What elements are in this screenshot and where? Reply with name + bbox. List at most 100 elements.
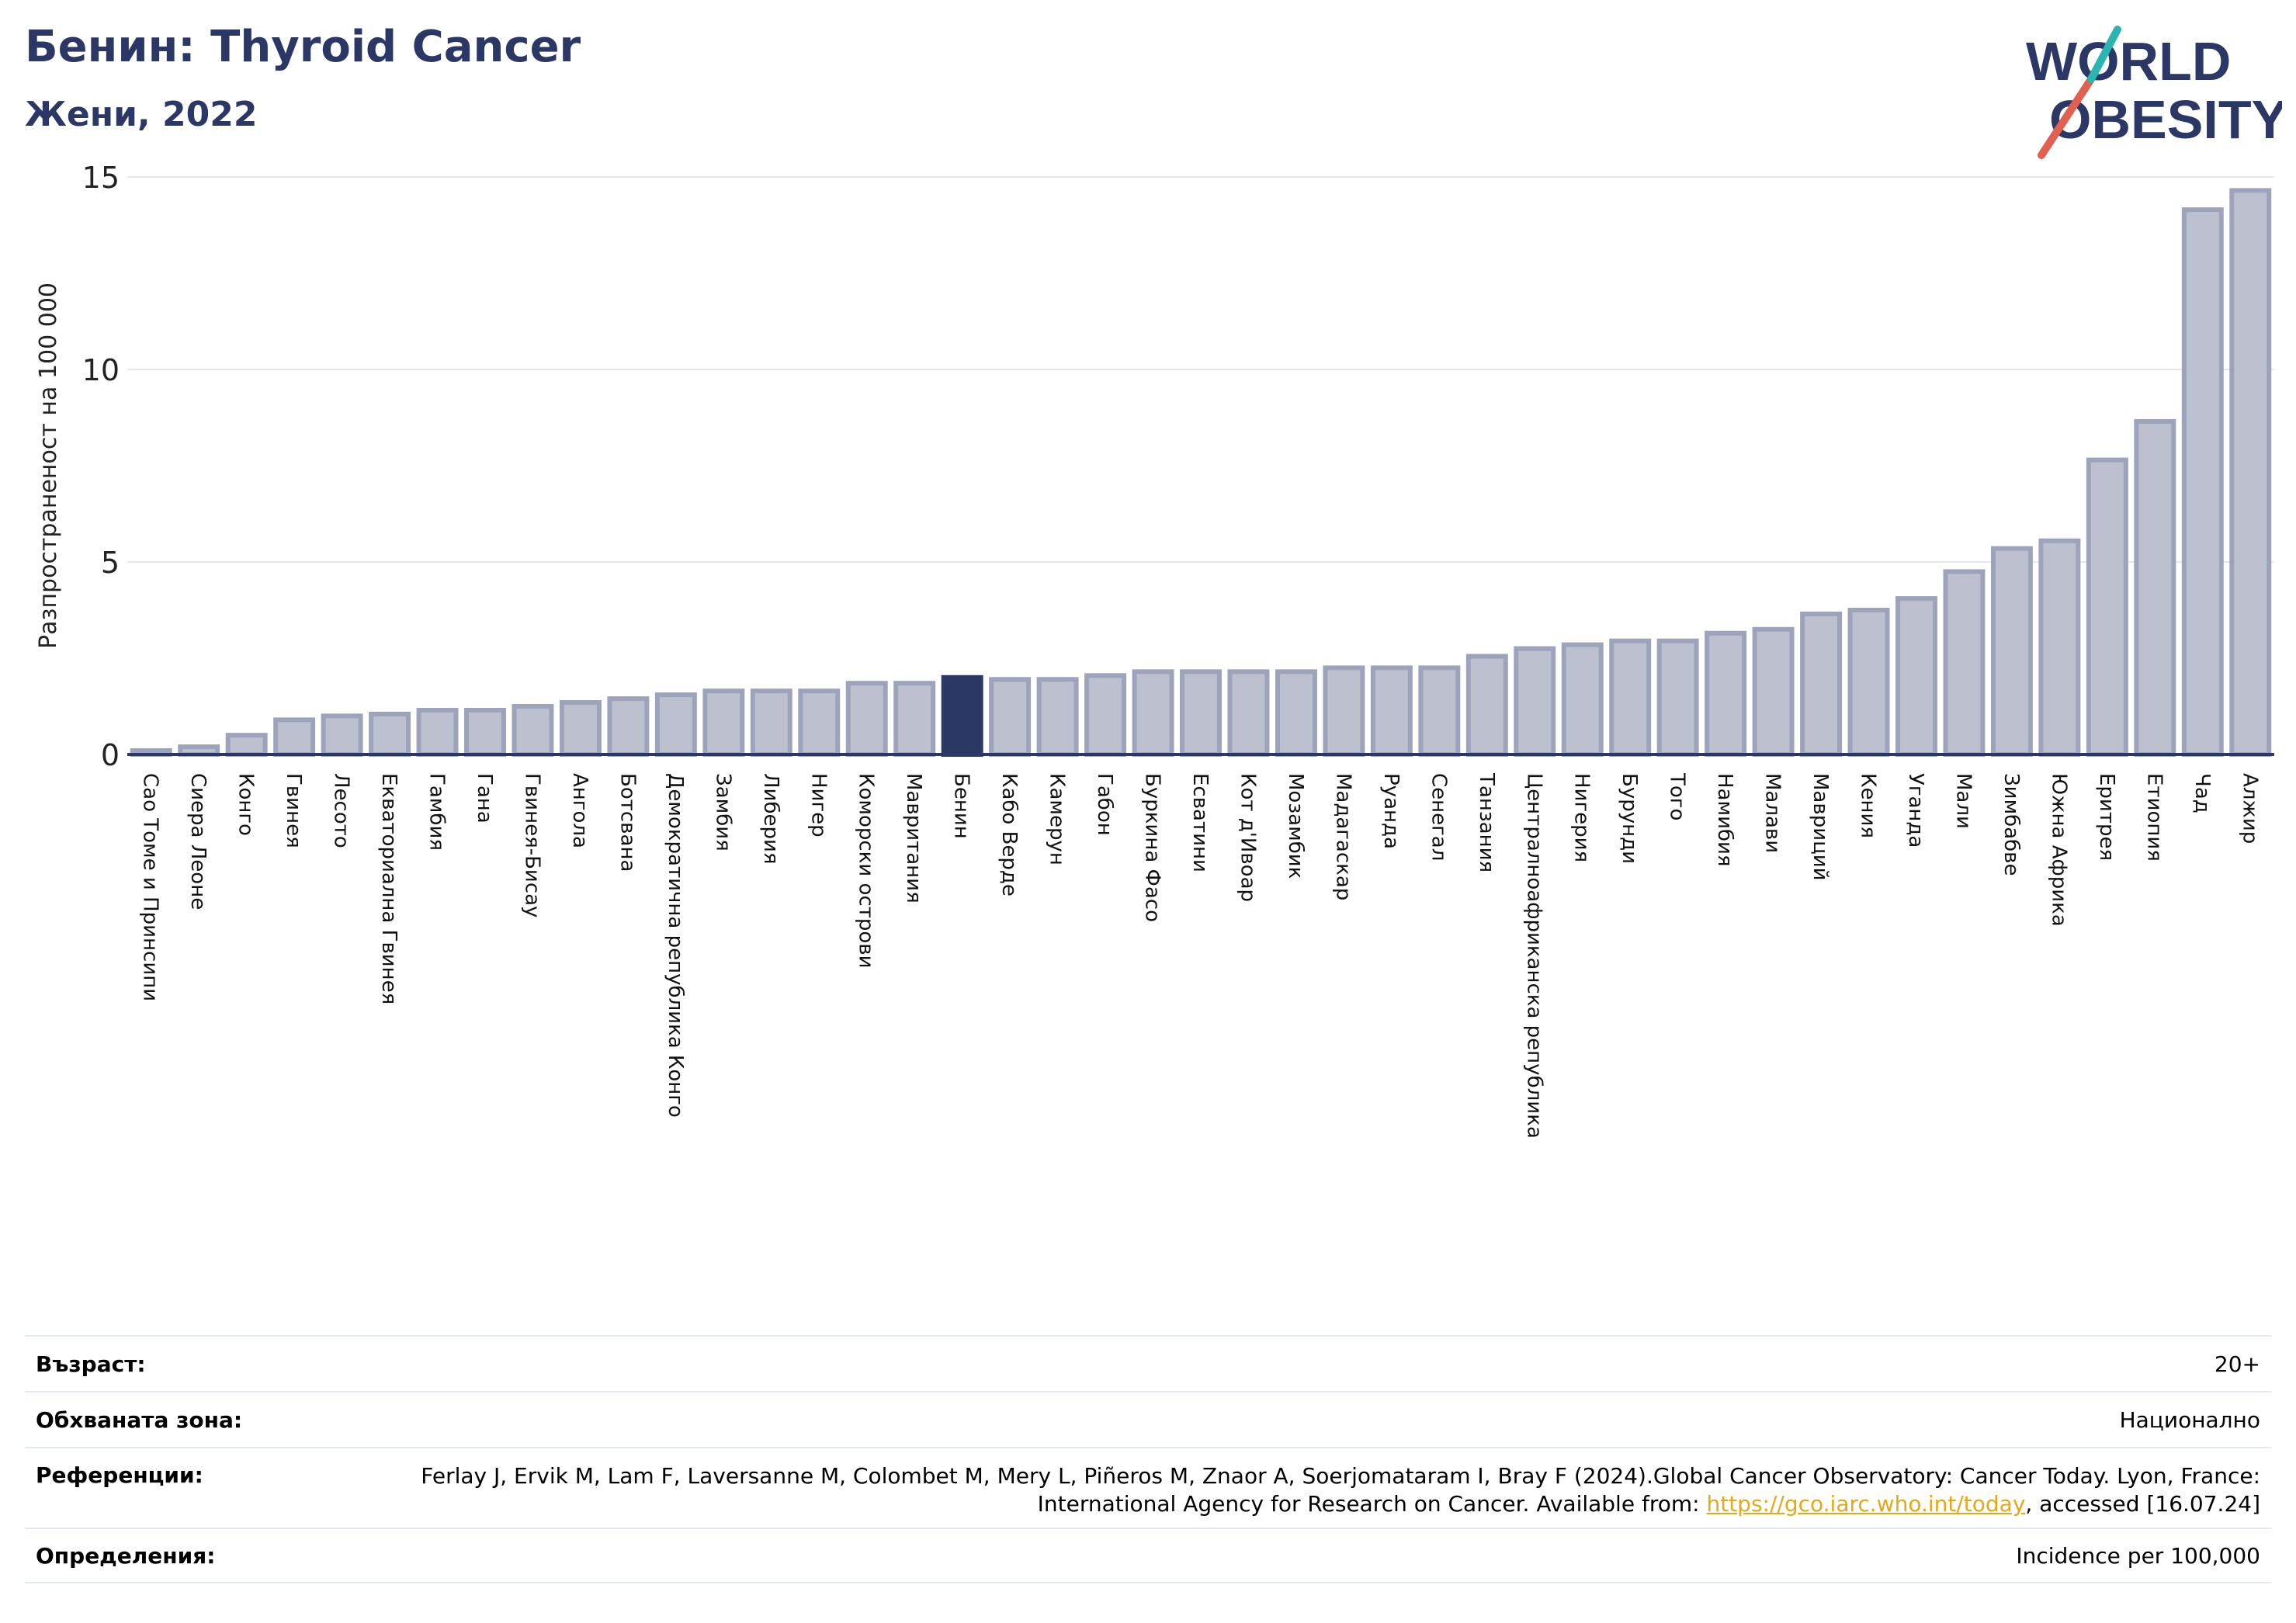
references-row: Референции: Ferlay J, Ervik M, Lam F, La… [25, 1447, 2271, 1528]
x-tick-label: Демократична република Конго [664, 773, 687, 1118]
logo-line2: OBESITY [2049, 89, 2282, 150]
x-tick-label: Коморски острови [855, 773, 878, 969]
logo-line1: WORLD [2026, 31, 2231, 92]
bar [2086, 457, 2128, 757]
bar [464, 707, 506, 758]
bar [1465, 654, 1508, 758]
bar [607, 696, 650, 758]
bar [1275, 669, 1317, 757]
x-tick-label: Гвинея-Бисау [520, 773, 543, 917]
age-label: Възраст: [36, 1351, 146, 1377]
bar [1084, 673, 1127, 758]
x-tick-label: Чад [2190, 773, 2214, 813]
x-tick-label: Гвинея [282, 773, 305, 848]
definitions-label: Определения: [36, 1542, 216, 1569]
bar [941, 675, 983, 757]
bar [702, 688, 745, 757]
bar [273, 717, 316, 757]
bar [1418, 665, 1461, 758]
x-tick-label: Зимбабве [1999, 773, 2023, 876]
bar [1370, 665, 1413, 758]
bar [798, 688, 841, 757]
x-tick-label: Либерия [759, 773, 782, 865]
x-tick-label: Танзания [1475, 772, 1498, 872]
bar [1609, 638, 1652, 757]
bar [559, 700, 602, 757]
bar-chart: 0 5 10 15 Разпространеност на 100 000 Сао Том… [35, 161, 2274, 1139]
x-tick-label: Бурунди [1618, 773, 1641, 864]
bar [225, 733, 268, 758]
bar [2038, 538, 2081, 757]
x-tick-label: Кения [1857, 773, 1880, 838]
logo-slash-red [2038, 75, 2095, 159]
bar [1656, 638, 1699, 757]
x-tick-label: Лесото [330, 773, 353, 848]
x-tick-label: Уганда [1904, 773, 1927, 848]
x-tick-label: Нигер [806, 773, 830, 838]
y-tick-label: 5 [101, 546, 120, 580]
x-tick-label: Алжир [2238, 773, 2261, 844]
chart-title: Бенин: Thyroid Cancer [25, 22, 581, 72]
bar [1800, 611, 1843, 758]
logo-slash-teal [2087, 26, 2121, 83]
bar [1514, 646, 1556, 757]
bar [1752, 626, 1795, 757]
definitions-value: Incidence per 100,000 [2016, 1542, 2260, 1569]
definitions-row: Определения: Incidence per 100,000 [25, 1528, 2271, 1583]
world-obesity-logo: WORLD OBESITY [2026, 26, 2282, 159]
x-tick-label: Еритрея [2095, 773, 2118, 861]
x-tick-label: Гана [473, 773, 496, 824]
bar [1705, 630, 1747, 758]
x-tick-label: Есватини [1188, 773, 1212, 872]
bar [369, 711, 411, 757]
bar [750, 688, 793, 757]
x-tick-label: Етиопия [2142, 773, 2166, 862]
bar [512, 704, 554, 757]
bar [654, 692, 697, 757]
x-tick-label: Екваториална Гвинея [377, 773, 401, 1004]
bar [1561, 642, 1604, 758]
references-value: Ferlay J, Ervik M, Lam F, Laversanne M, … [320, 1462, 2260, 1518]
x-tick-label: Габон [1093, 773, 1116, 836]
coverage-value: Национално [2119, 1406, 2260, 1433]
x-tick-label: Малави [1761, 773, 1784, 853]
bar [845, 681, 888, 757]
y-axis-label: Разпространеност на 100 000 [35, 283, 62, 649]
bar [1227, 669, 1270, 757]
bar [321, 713, 363, 758]
bar [1036, 677, 1079, 758]
bar [1180, 669, 1222, 757]
references-link[interactable]: https://gco.iarc.who.int/today [1706, 1491, 2026, 1517]
x-tick-label: Сао Томе и Принсипи [139, 773, 162, 1001]
x-tick-label: Мавриций [1809, 773, 1832, 881]
bar [989, 677, 1032, 758]
coverage-label: Обхваната зона: [36, 1406, 243, 1433]
x-tick-label: Сиера Леоне [186, 773, 210, 910]
x-tick-label: Мадагаскар [1331, 773, 1354, 900]
x-tick-label: Кабо Верде [997, 773, 1021, 896]
bar [1990, 546, 2033, 757]
x-tick-label: Южна Африка [2047, 773, 2070, 927]
bar [1943, 569, 1986, 758]
x-tick-label: Буркина Фасо [1141, 773, 1164, 922]
bar [2181, 207, 2224, 758]
bar [893, 681, 936, 757]
bar [1132, 669, 1174, 757]
x-tick-label: Мозамбик [1284, 773, 1307, 879]
x-tick-label: Ангола [568, 773, 591, 848]
age-row: Възраст: 20+ [25, 1335, 2271, 1391]
x-tick-label: Бенин [950, 773, 973, 839]
x-tick-label: Намибия [1713, 773, 1736, 867]
x-tick-label: Сенегал [1427, 773, 1450, 861]
bar [416, 707, 459, 758]
x-tick-label: Централноафриканска република [1522, 773, 1545, 1139]
x-tick-label: Мали [1951, 773, 1975, 829]
bar [2134, 418, 2176, 758]
coverage-row: Обхваната зона: Национално [25, 1391, 2271, 1447]
x-tick-label: Руанда [1379, 773, 1403, 849]
x-tick-label: Замбия [711, 773, 734, 851]
x-tick-label: Ботсвана [616, 773, 639, 872]
references-label: Референции: [36, 1462, 203, 1488]
x-tick-label: Конго [234, 773, 258, 836]
references-text: Ferlay J, Ervik M, Lam F, Laversanne M, … [421, 1463, 2260, 1517]
